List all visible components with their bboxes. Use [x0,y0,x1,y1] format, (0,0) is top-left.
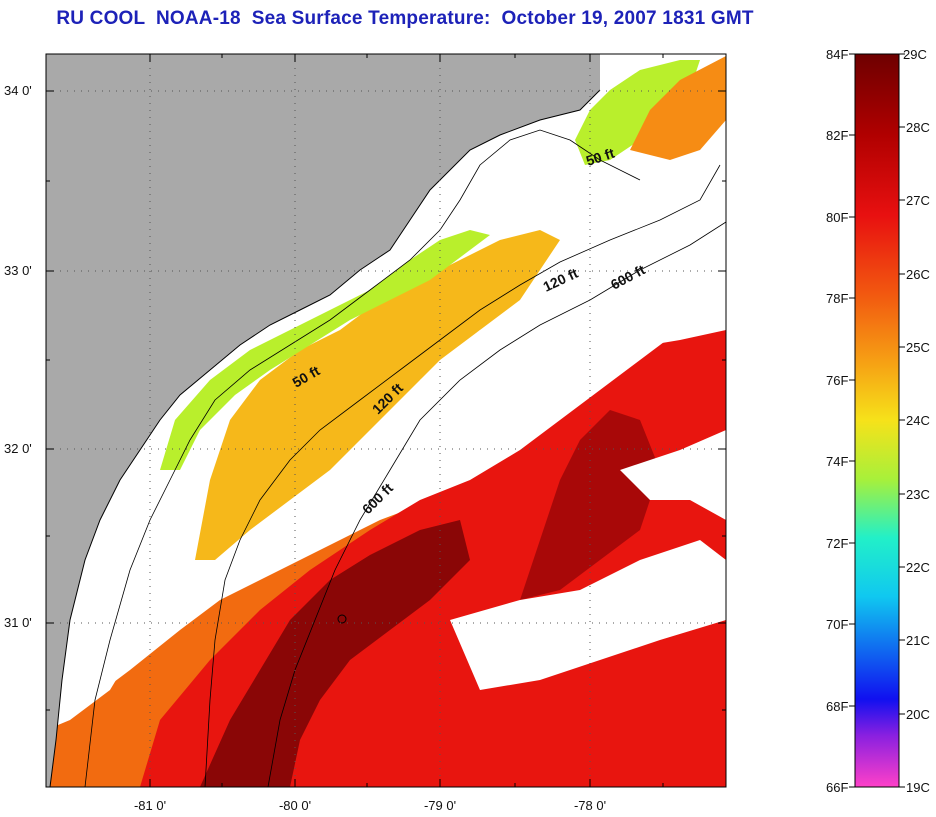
colorbar-c-label-26: 26C [906,267,930,282]
lon-label-79: -79 0' [424,798,456,813]
isobath-50ft [84,129,641,787]
isobath-600ft [267,221,726,787]
lon-label-80: -80 0' [279,798,311,813]
colorbar-f-label-76: 76F [826,373,848,388]
colorbar-f-label-68: 68F [826,699,848,714]
sst-darkred-region-east [520,410,660,600]
colorbar-c-label-24: 24C [906,413,930,428]
colorbar-c-label-27: 27C [906,193,930,208]
colorbar [854,53,900,788]
sst-green-region-north [575,60,700,165]
colorbar-c-label-19: 19C [906,780,930,795]
axis-ticks [46,54,726,787]
colorbar-f-label-78: 78F [826,291,848,306]
cloud-patch-1 [420,250,726,420]
cloud-patch-2 [450,540,726,690]
colorbar-f-label-72: 72F [826,536,848,551]
colorbar-f-label-70: 70F [826,617,848,632]
lon-label-78: -78 0' [574,798,606,813]
sst-green-region [160,230,490,470]
colorbar-ticks [849,53,905,788]
colorbar-f-label-82: 82F [826,128,848,143]
colorbar-c-label-25: 25C [906,340,930,355]
map-title: RU COOL NOAA-18 Sea Surface Temperature:… [56,8,754,29]
lat-label-34: 34 0' [4,83,32,98]
colorbar-c-label-21: 21C [906,633,930,648]
map-frame [45,53,727,788]
cloud-patch-3 [620,430,726,520]
buoy-marker [337,614,347,624]
coastline [49,89,601,787]
sst-field [46,56,726,787]
colorbar-f-label-66: 66F [826,780,848,795]
colorbar-f-label-80: 80F [826,210,848,225]
sst-yellow-region [195,230,560,560]
sst-orange-region-north [630,56,726,160]
lon-label-81: -81 0' [134,798,166,813]
lat-label-33: 33 0' [4,263,32,278]
colorbar-c-label-28: 28C [906,120,930,135]
colorbar-c-label-20: 20C [906,707,930,722]
land-mass [46,54,600,787]
sst-map [46,54,726,787]
sst-darkred-region [200,520,470,787]
lat-label-31: 31 0' [4,615,32,630]
colorbar-c-label-29: 29C [903,47,927,62]
colorbar-c-label-22: 22C [906,560,930,575]
colorbar-f-label-74: 74F [826,454,848,469]
lat-label-32: 32 0' [4,441,32,456]
colorbar-c-label-23: 23C [906,487,930,502]
isobath-120ft [204,164,721,787]
colorbar-f-label-84: 84F [826,47,848,62]
